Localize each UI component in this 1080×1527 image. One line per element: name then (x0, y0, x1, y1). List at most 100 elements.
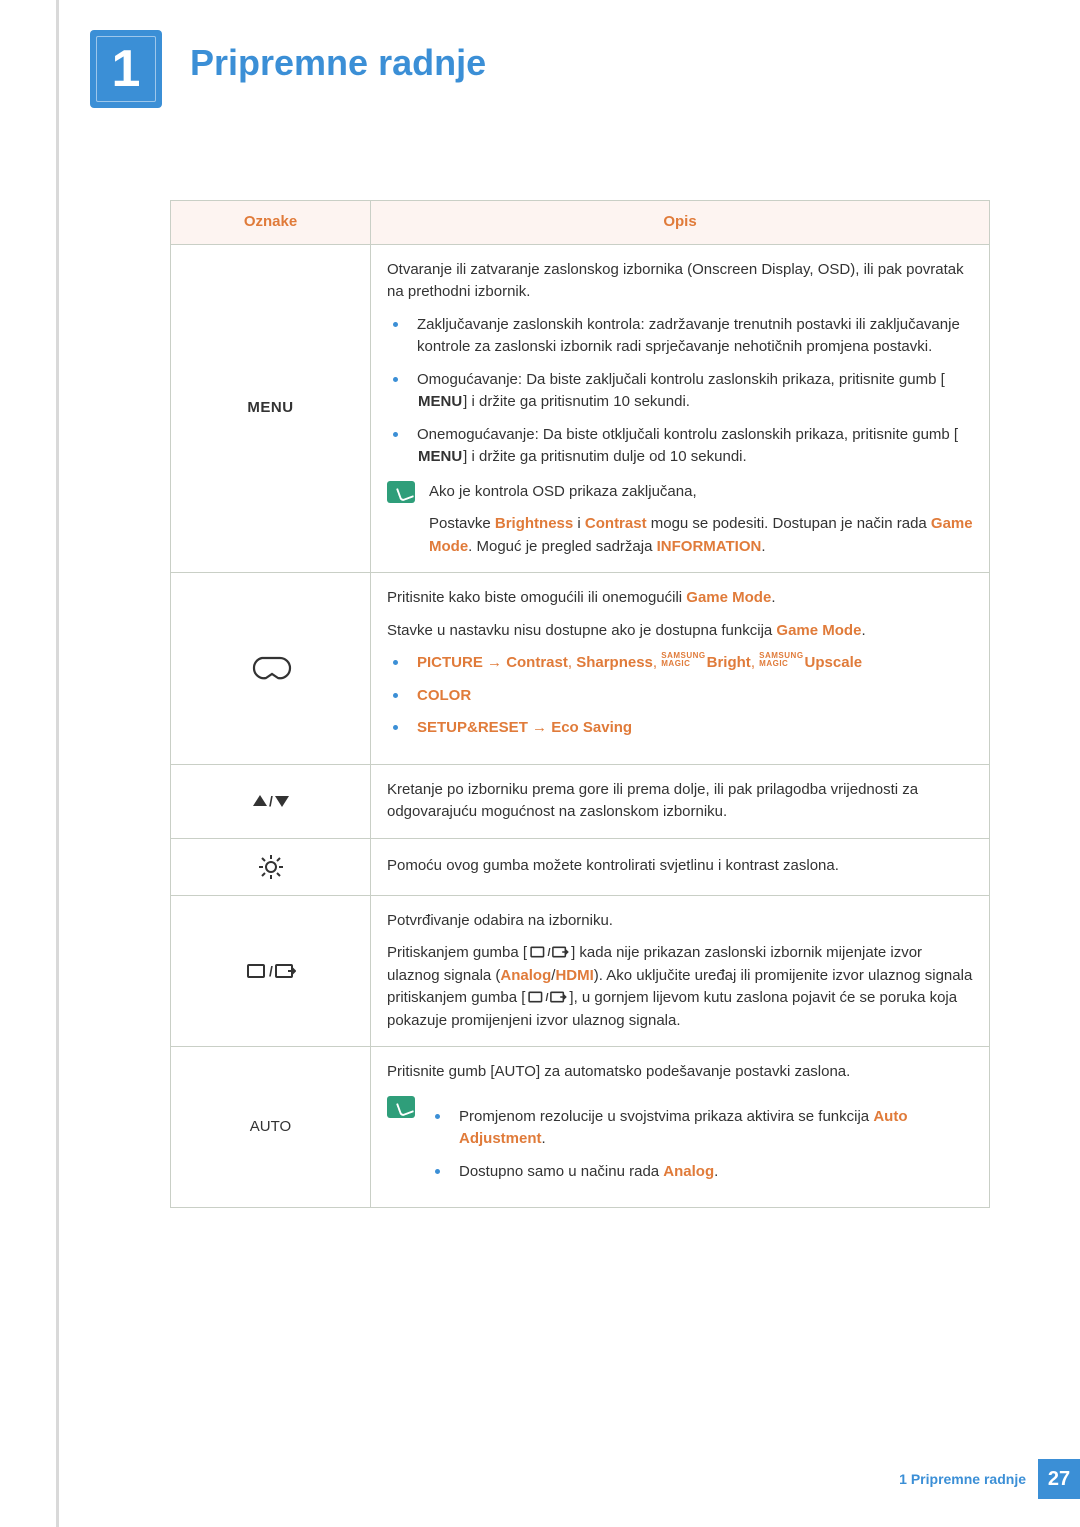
menu-intro: Otvaranje ili zatvaranje zaslonskog izbo… (387, 259, 973, 304)
t: Onemogućavanje: Da biste otključali kont… (417, 426, 958, 443)
game-bullet-picture: PICTURE → Contrast, Sharpness, SAMSUNGMA… (387, 652, 973, 675)
t: , (653, 654, 661, 671)
svg-text:/: / (269, 793, 273, 809)
page-number: 27 (1038, 1459, 1080, 1499)
t: Postavke (429, 515, 495, 532)
t: . (761, 538, 765, 555)
menu-bullet-disable: Onemogućavanje: Da biste otključali kont… (387, 424, 973, 469)
menu-note-body: Ako je kontrola OSD prikaza zaključana, … (429, 481, 973, 559)
menu-bullet-lock: Zaključavanje zaslonskih kontrola: zadrž… (387, 314, 973, 359)
note-icon (387, 481, 415, 503)
source-icon-inline: / (525, 990, 569, 1004)
arrow: → (528, 719, 551, 736)
hl-color: COLOR (417, 687, 471, 704)
note-icon (387, 1096, 415, 1118)
desc-auto: Pritisnite gumb [AUTO] za automatsko pod… (371, 1047, 990, 1208)
row-auto: AUTO Pritisnite gumb [AUTO] za automatsk… (171, 1047, 990, 1208)
t: Promjenom rezolucije u svojstvima prikaz… (459, 1108, 873, 1125)
t: Pritisnite kako biste omogućili ili onem… (387, 589, 686, 606)
hl-gamemode: Game Mode (686, 589, 771, 606)
auto-note-list: Promjenom rezolucije u svojstvima prikaz… (429, 1096, 973, 1194)
hl-analog: Analog (500, 967, 551, 984)
hl-eco: Eco Saving (551, 719, 632, 736)
menu-badge: MENU (247, 399, 293, 416)
hl-gamemode: Game Mode (776, 622, 861, 639)
row-source: / Potvrđivanje odabira na izborniku. Pri… (171, 895, 990, 1047)
menu-note-line2: Postavke Brightness i Contrast mogu se p… (429, 513, 973, 558)
desc-brightness: Pomoću ovog gumba možete kontrolirati sv… (371, 838, 990, 895)
controls-table: Oznake Opis MENU Otvaranje ili zatvaranj… (170, 200, 990, 1208)
menu-note-line1: Ako je kontrola OSD prikaza zaključana, (429, 481, 973, 504)
t: Pritiskanjem gumba [ (387, 944, 527, 961)
t: mogu se podesiti. Dostupan je način rada (647, 515, 931, 532)
source-p2: Pritiskanjem gumba [/] kada nije prikaza… (387, 942, 973, 1032)
row-updown: / Kretanje po izborniku prema gore ili p… (171, 764, 990, 838)
hl-sharpness: Sharpness (576, 654, 653, 671)
page-header: 1 Pripremne radnje (0, 0, 1080, 110)
menu-bullet-enable: Omogućavanje: Da biste zaključali kontro… (387, 369, 973, 414)
t: . (861, 622, 865, 639)
inline-menu-label: MENU (417, 446, 463, 469)
hl-hdmi: HDMI (555, 967, 593, 984)
t: ] za automatsko podešavanje postavki zas… (536, 1063, 850, 1080)
svg-text:/: / (269, 963, 273, 979)
label-auto: AUTO (171, 1047, 371, 1208)
up-down-arrows-icon: / (250, 792, 292, 810)
gamepad-icon (250, 654, 292, 682)
desc-menu: Otvaranje ili zatvaranje zaslonskog izbo… (371, 244, 990, 573)
game-bullet-color: COLOR (387, 685, 973, 708)
label-brightness (171, 838, 371, 895)
game-p1: Pritisnite kako biste omogućili ili onem… (387, 587, 973, 610)
game-bullets: PICTURE → Contrast, Sharpness, SAMSUNGMA… (387, 652, 973, 740)
row-brightness: Pomoću ovog gumba možete kontrolirati sv… (171, 838, 990, 895)
t: . (542, 1130, 546, 1147)
auto-note-1: Promjenom rezolucije u svojstvima prikaz… (429, 1106, 973, 1151)
label-updown: / (171, 764, 371, 838)
t: . Moguć je pregled sadržaja (468, 538, 656, 555)
label-gamepad (171, 573, 371, 765)
hl-picture: PICTURE (417, 654, 483, 671)
t: , (751, 654, 759, 671)
desc-updown: Kretanje po izborniku prema gore ili pre… (371, 764, 990, 838)
source-p1: Potvrđivanje odabira na izborniku. (387, 910, 973, 933)
samsung-magic-label: SAMSUNGMAGIC (759, 652, 803, 668)
header-oznake: Oznake (171, 201, 371, 245)
hl-analog: Analog (663, 1163, 714, 1180)
source-icon: / (246, 962, 296, 980)
row-gamemode: Pritisnite kako biste omogućili ili onem… (171, 573, 990, 765)
t: , (568, 654, 576, 671)
game-bullet-setup: SETUP&RESET → Eco Saving (387, 717, 973, 740)
hl-information: INFORMATION (657, 538, 762, 555)
t: Stavke u nastavku nisu dostupne ako je d… (387, 622, 776, 639)
hl-brightness: Brightness (495, 515, 573, 532)
t: i (573, 515, 585, 532)
t: Pritisnite gumb [ (387, 1063, 495, 1080)
label-menu: MENU (171, 244, 371, 573)
hl-contrast: Contrast (585, 515, 647, 532)
source-icon-inline: / (527, 945, 571, 959)
brightness-icon (257, 853, 285, 881)
desc-source: Potvrđivanje odabira na izborniku. Priti… (371, 895, 990, 1047)
svg-text:/: / (548, 947, 551, 959)
menu-note: Ako je kontrola OSD prikaza zaključana, … (387, 481, 973, 559)
t: . (771, 589, 775, 606)
t: Omogućavanje: Da biste zaključali kontro… (417, 371, 945, 388)
samsung-magic-label: SAMSUNGMAGIC (661, 652, 705, 668)
footer-text: 1 Pripremne radnje (899, 1471, 1026, 1487)
page: 1 Pripremne radnje Oznake Opis MENU Otva… (0, 0, 1080, 1527)
hl-contrast: Contrast (506, 654, 568, 671)
hl-setup: SETUP&RESET (417, 719, 528, 736)
arrow: → (483, 654, 506, 671)
game-p2: Stavke u nastavku nisu dostupne ako je d… (387, 620, 973, 643)
t: ] i držite ga pritisnutim 10 sekundi. (463, 393, 690, 410)
row-menu: MENU Otvaranje ili zatvaranje zaslonskog… (171, 244, 990, 573)
inline-auto-label: AUTO (495, 1063, 536, 1080)
auto-p1: Pritisnite gumb [AUTO] za automatsko pod… (387, 1061, 973, 1084)
inline-menu-label: MENU (417, 391, 463, 414)
hl-bright: Bright (707, 654, 751, 671)
svg-text:/: / (546, 992, 549, 1004)
chapter-number-badge: 1 (90, 30, 162, 108)
chapter-title: Pripremne radnje (190, 42, 486, 84)
content-area: Oznake Opis MENU Otvaranje ili zatvaranj… (0, 110, 1080, 1208)
desc-gamemode: Pritisnite kako biste omogućili ili onem… (371, 573, 990, 765)
